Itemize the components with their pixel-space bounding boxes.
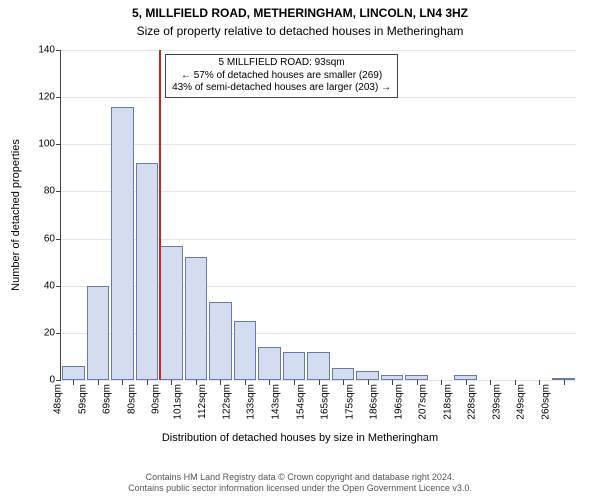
xtick-label: 186sqm [369, 384, 380, 420]
histogram-bar [307, 352, 330, 380]
histogram-bar [136, 163, 159, 380]
ytick-label: 140 [38, 45, 61, 56]
xtick-mark [98, 380, 99, 385]
ytick-label: 120 [38, 92, 61, 103]
histogram-bar [62, 366, 85, 380]
xtick-label: 165sqm [320, 384, 331, 420]
ytick-label: 20 [44, 327, 61, 338]
xtick-label: 239sqm [491, 384, 502, 420]
histogram-bar [87, 286, 110, 380]
x-axis-label: Distribution of detached houses by size … [0, 432, 600, 444]
xtick-label: 69sqm [102, 384, 113, 414]
ytick-label: 100 [38, 139, 61, 150]
xtick-label: 90sqm [151, 384, 162, 414]
xtick-label: 112sqm [197, 384, 208, 419]
chart-title-2: Size of property relative to detached ho… [0, 24, 600, 38]
annotation-line: ← 57% of detached houses are smaller (26… [172, 70, 391, 83]
histogram-bar [283, 352, 306, 380]
annotation-box: 5 MILLFIELD ROAD: 93sqm← 57% of detached… [165, 54, 398, 98]
xtick-label: 207sqm [418, 384, 429, 420]
histogram-bar [258, 347, 281, 380]
chart-title-1: 5, MILLFIELD ROAD, METHERINGHAM, LINCOLN… [0, 6, 600, 20]
xtick-label: 122sqm [222, 384, 233, 420]
histogram-bar [111, 107, 134, 380]
histogram-bar [332, 368, 355, 380]
footer-line-2: Contains public sector information licen… [0, 483, 600, 494]
xtick-mark [147, 380, 148, 385]
xtick-label: 175sqm [344, 384, 355, 420]
plot-area: 02040608010012014048sqm59sqm69sqm80sqm90… [60, 50, 576, 381]
reference-line [159, 50, 161, 380]
footer-attribution: Contains HM Land Registry data © Crown c… [0, 472, 600, 494]
xtick-label: 249sqm [516, 384, 527, 420]
xtick-label: 154sqm [295, 384, 306, 420]
xtick-mark [122, 380, 123, 385]
xtick-label: 101sqm [173, 384, 184, 420]
annotation-line: 5 MILLFIELD ROAD: 93sqm [172, 57, 391, 70]
xtick-label: 260sqm [540, 384, 551, 420]
gridline [61, 50, 576, 51]
histogram-bar [160, 246, 183, 380]
histogram-bar [185, 257, 208, 380]
xtick-mark [73, 380, 74, 385]
annotation-line: 43% of semi-detached houses are larger (… [172, 82, 391, 95]
xtick-mark [564, 380, 565, 385]
ytick-label: 60 [44, 233, 61, 244]
ytick-label: 80 [44, 186, 61, 197]
histogram-bar [209, 302, 232, 380]
histogram-bar [356, 371, 379, 380]
xtick-label: 59sqm [77, 384, 88, 414]
xtick-label: 196sqm [393, 384, 404, 420]
footer-line-1: Contains HM Land Registry data © Crown c… [0, 472, 600, 483]
xtick-label: 228sqm [467, 384, 478, 420]
gridline [61, 144, 576, 145]
y-axis-label: Number of detached properties [10, 139, 22, 291]
xtick-label: 48sqm [53, 384, 64, 414]
xtick-label: 133sqm [246, 384, 257, 420]
histogram-bar [234, 321, 257, 380]
xtick-label: 80sqm [126, 384, 137, 414]
ytick-label: 40 [44, 280, 61, 291]
xtick-label: 143sqm [271, 384, 282, 420]
xtick-label: 218sqm [442, 384, 453, 420]
